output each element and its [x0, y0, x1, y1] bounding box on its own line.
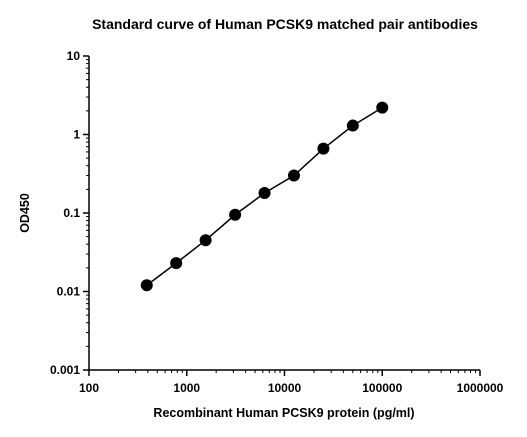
- y-tick-label: 0.1: [63, 206, 80, 220]
- data-point: [229, 208, 242, 221]
- y-tick-label: 10: [67, 49, 81, 63]
- chart-title: Standard curve of Human PCSK9 matched pa…: [92, 16, 478, 32]
- x-axis-label: Recombinant Human PCSK9 protein (pg/ml): [153, 406, 414, 420]
- y-tick-label: 1: [73, 128, 80, 142]
- y-ticks: 0.001 0.01 0.1 1 10: [50, 49, 89, 377]
- data-point: [376, 101, 389, 114]
- x-tick-label: 100: [79, 381, 99, 395]
- data-point: [258, 186, 271, 199]
- data-points: [140, 101, 389, 292]
- x-tick-label: 100000: [362, 381, 402, 395]
- data-point: [170, 257, 183, 270]
- data-point: [140, 279, 153, 292]
- x-tick-label: 1000: [173, 381, 200, 395]
- y-tick-label: 0.01: [57, 285, 81, 299]
- y-tick-label: 0.001: [50, 363, 80, 377]
- x-ticks: 100 1000 10000 100000 1000000: [79, 370, 504, 395]
- data-point: [317, 142, 330, 155]
- y-axis-label: OD450: [18, 193, 32, 233]
- plot-area: 0.001 0.01 0.1 1 10 100 1000 10000 100000 100000…: [50, 49, 504, 395]
- data-point: [199, 234, 212, 247]
- data-point: [287, 169, 300, 182]
- data-point: [346, 119, 359, 132]
- x-tick-label: 1000000: [457, 381, 504, 395]
- x-tick-label: 10000: [268, 381, 302, 395]
